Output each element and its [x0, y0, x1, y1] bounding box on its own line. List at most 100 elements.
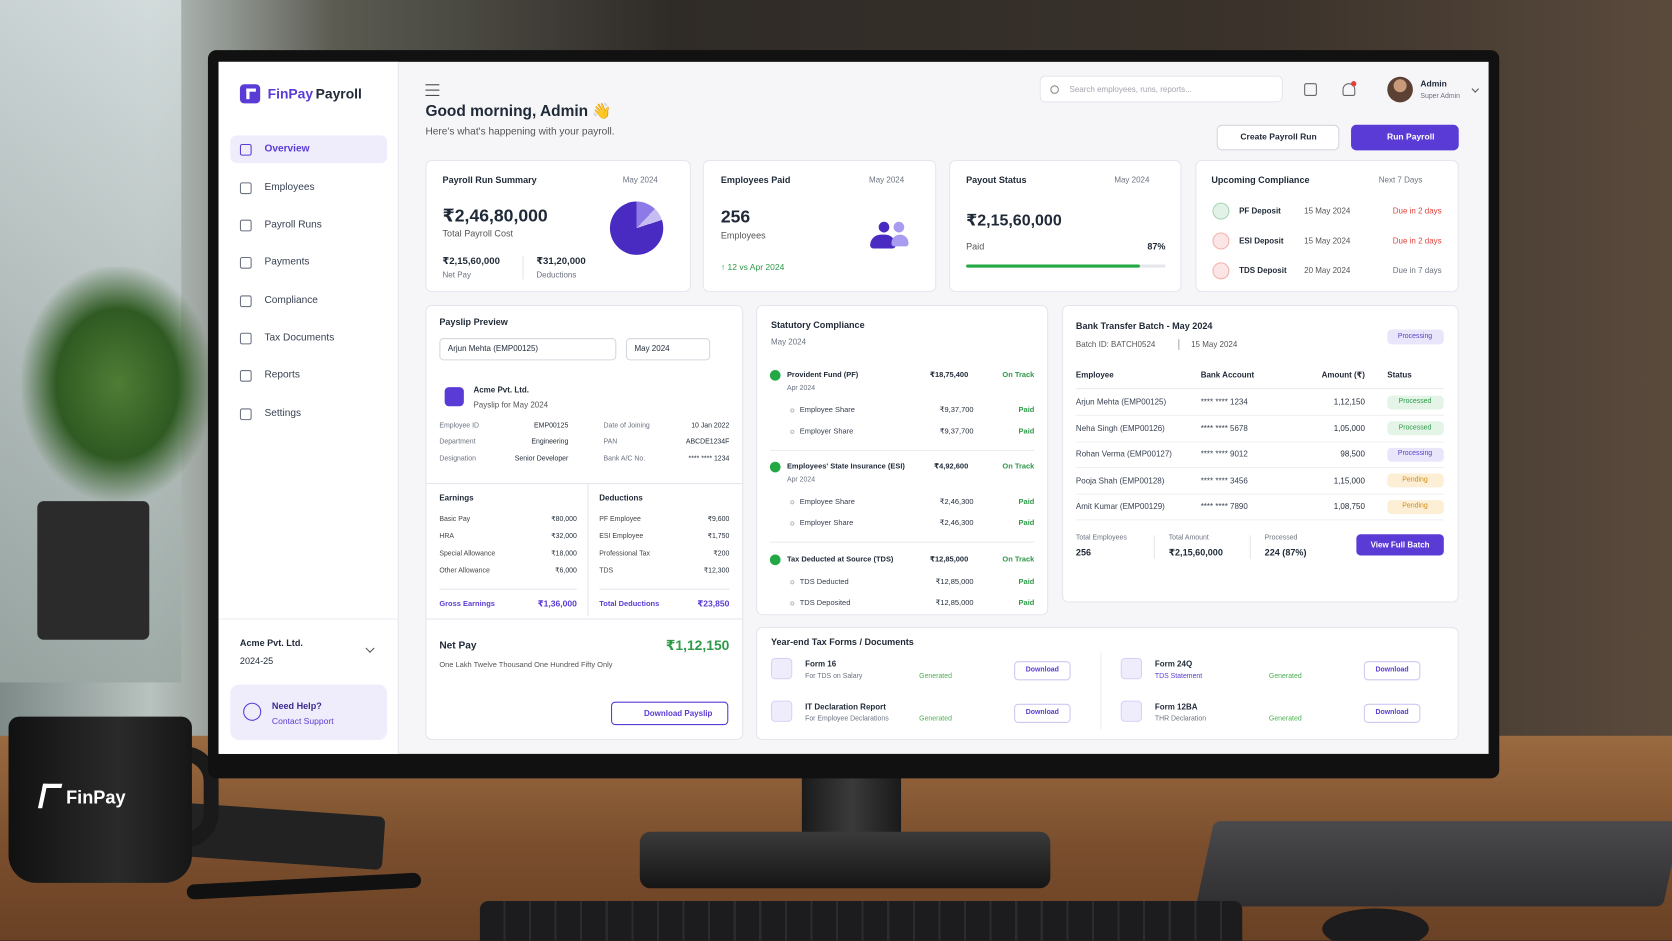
row-line	[1075, 440, 1444, 442]
button[interactable]	[611, 701, 729, 726]
button[interactable]	[1363, 661, 1421, 681]
compliance-due: Due in 2 days	[1392, 206, 1442, 216]
row-status: Paid	[1018, 428, 1035, 436]
nav-item[interactable]: Overview	[264, 143, 310, 155]
icon	[239, 369, 252, 382]
kpi-label: Total Payroll Cost	[442, 227, 514, 239]
separator	[1178, 339, 1180, 350]
row-status: Paid	[1018, 498, 1035, 506]
line-item: TDS	[599, 567, 614, 575]
brand-logo-f	[246, 88, 256, 100]
row-label: Employee Share	[799, 406, 855, 415]
button-label[interactable]: Download	[1375, 666, 1409, 674]
button-label[interactable]: Download	[1375, 708, 1409, 717]
nav-item[interactable]: Reports	[264, 369, 300, 381]
people-icon	[893, 221, 905, 233]
button[interactable]	[1014, 703, 1071, 723]
search-box[interactable]	[1039, 75, 1283, 103]
avatar[interactable]	[1387, 76, 1413, 103]
button-label[interactable]: Download	[1025, 666, 1059, 674]
plant-leaves	[21, 266, 214, 502]
detail-value: Engineering	[531, 437, 569, 446]
detail-label: Department	[439, 437, 476, 446]
button-label[interactable]: Create Payroll Run	[1240, 132, 1317, 142]
bell-icon[interactable]	[1342, 83, 1356, 96]
button[interactable]	[1356, 534, 1444, 556]
row-status: Paid	[1018, 406, 1035, 415]
select[interactable]	[439, 338, 617, 361]
kpi-value: ₹31,20,000	[536, 255, 586, 267]
total-label: Gross Earnings	[439, 600, 495, 609]
button[interactable]	[1216, 124, 1340, 151]
line-item: Special Allowance	[439, 549, 496, 558]
cell-account: **** **** 3456	[1200, 475, 1248, 485]
line-item: ESI Employee	[599, 532, 644, 541]
subtitle: Here's what's happening with your payrol…	[425, 126, 615, 138]
divider	[769, 449, 1035, 452]
kpi-value: ₹2,15,60,000	[966, 211, 1062, 230]
row-amount: ₹2,46,300	[939, 498, 974, 506]
people-icon	[870, 234, 896, 249]
button-label[interactable]: View Full Batch	[1370, 539, 1430, 550]
bullet	[790, 601, 795, 606]
divider	[1249, 535, 1251, 559]
section-period: Apr 2024	[786, 384, 816, 393]
section-title: Earnings	[439, 492, 474, 503]
kpi-label: Employees	[720, 230, 766, 241]
form-name: Form 24Q	[1154, 659, 1193, 669]
button[interactable]	[1351, 124, 1459, 151]
button-label[interactable]: Download	[1025, 708, 1059, 717]
nav-item[interactable]: Employees	[264, 181, 315, 194]
row-amount: ₹9,37,700	[939, 428, 974, 436]
nav-item[interactable]: Payments	[264, 256, 310, 268]
cell-amount: 1,05,000	[1333, 423, 1365, 433]
card-title: Year-end Tax Forms / Documents	[770, 636, 914, 647]
divider	[769, 541, 1035, 543]
form-desc: THR Declaration	[1154, 715, 1207, 723]
laptop	[1195, 821, 1672, 907]
cell-amount: 1,08,750	[1333, 501, 1365, 512]
status-badge	[1387, 499, 1444, 514]
cell-employee: Rohan Verma (EMP00127)	[1075, 449, 1172, 459]
total-value: 256	[1075, 546, 1092, 558]
cell-amount: 98,500	[1340, 449, 1365, 459]
divider	[1153, 535, 1155, 559]
brand-product: Payroll	[315, 85, 362, 102]
button[interactable]	[1363, 703, 1421, 723]
card-title: Upcoming Compliance	[1211, 174, 1310, 186]
divider	[425, 483, 744, 485]
detail-label: PAN	[603, 437, 618, 446]
button-label[interactable]: Run Payroll	[1387, 132, 1435, 142]
button[interactable]	[1014, 661, 1071, 681]
card-period: May 2024	[1114, 175, 1150, 185]
card-title: Payout Status	[966, 174, 1027, 186]
greeting: Good morning, Admin 👋	[425, 103, 612, 121]
doc-icon	[1120, 700, 1143, 722]
compliance-card	[1195, 159, 1459, 293]
select[interactable]	[625, 338, 711, 361]
fiscal-year: 2024-25	[239, 655, 274, 667]
mug	[8, 716, 192, 883]
icon	[239, 219, 252, 231]
nav-item[interactable]: Compliance	[264, 294, 318, 307]
form-desc: TDS Statement	[1154, 672, 1203, 681]
payout-card	[949, 159, 1182, 293]
button-label[interactable]: Download Payslip	[643, 708, 713, 718]
detail-value: Senior Developer	[514, 455, 569, 463]
nav-item[interactable]: Tax Documents	[264, 331, 335, 344]
nav-item[interactable]: Payroll Runs	[264, 218, 322, 231]
doc-icon	[770, 657, 793, 680]
compliance-date: 15 May 2024	[1304, 235, 1351, 246]
row-label: Employee Share	[799, 498, 855, 506]
batch-id: Batch ID: BATCH0524	[1075, 339, 1156, 349]
nav-item[interactable]: Settings	[264, 407, 302, 420]
row-line	[1075, 414, 1444, 416]
row-label: Employer Share	[799, 519, 854, 528]
kpi-change: ↑ 12 vs Apr 2024	[720, 262, 785, 272]
doc-icon	[770, 700, 793, 722]
help-link[interactable]: Contact Support	[271, 716, 334, 727]
row-amount: ₹12,85,000	[935, 599, 974, 608]
form-desc: For Employee Declarations	[805, 715, 889, 723]
section-amount: ₹12,85,000	[929, 556, 969, 564]
kpi-value: ₹2,46,80,000	[442, 206, 548, 226]
